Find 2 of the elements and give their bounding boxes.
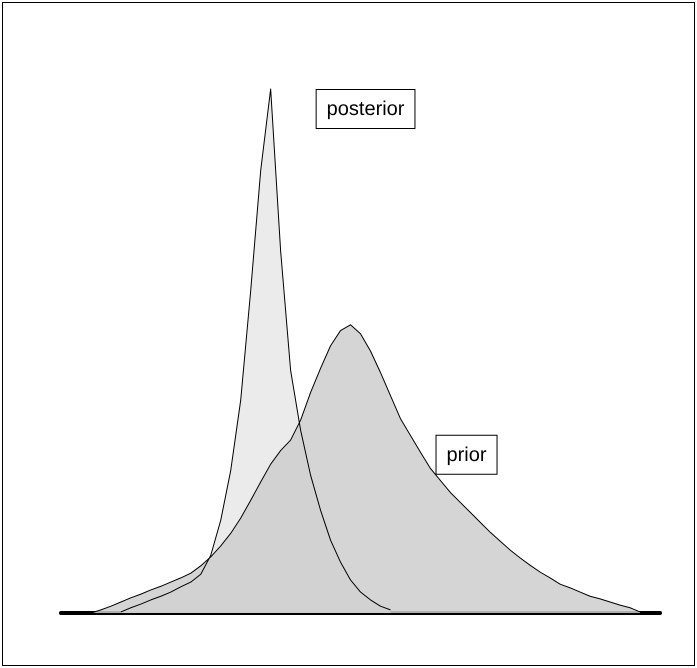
series-label: prior [446, 444, 487, 466]
text: posterior [326, 98, 405, 120]
